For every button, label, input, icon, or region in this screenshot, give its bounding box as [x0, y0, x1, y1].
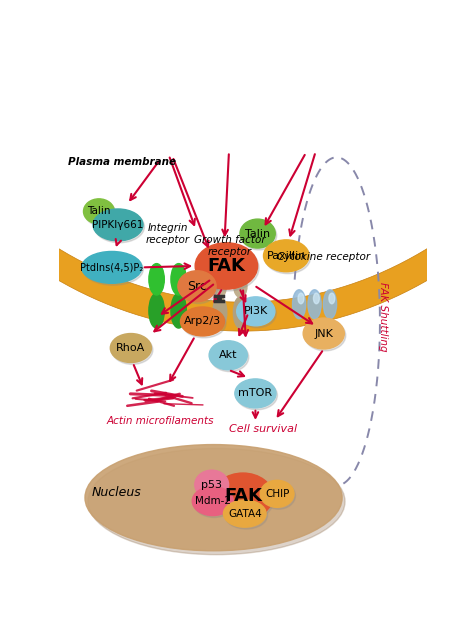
Text: GATA4: GATA4 [228, 508, 262, 519]
Text: CHIP: CHIP [265, 489, 289, 499]
Text: Cytokine receptor: Cytokine receptor [277, 252, 370, 261]
Text: FAK: FAK [208, 257, 246, 275]
Ellipse shape [292, 290, 306, 319]
Ellipse shape [181, 307, 225, 336]
Text: Arp2/3: Arp2/3 [184, 317, 221, 327]
Ellipse shape [262, 482, 295, 509]
Text: Src: Src [187, 280, 207, 293]
Ellipse shape [149, 263, 164, 295]
Ellipse shape [237, 381, 277, 410]
Ellipse shape [234, 276, 247, 297]
Text: Paxillin: Paxillin [266, 251, 306, 261]
Ellipse shape [197, 245, 259, 291]
Ellipse shape [260, 480, 294, 507]
Ellipse shape [213, 473, 273, 519]
Ellipse shape [112, 335, 153, 364]
Text: RhoA: RhoA [116, 343, 146, 353]
Text: Cell survival: Cell survival [229, 424, 298, 434]
Ellipse shape [305, 320, 346, 351]
Text: Actin microfilaments: Actin microfilaments [107, 416, 214, 426]
Ellipse shape [210, 343, 249, 372]
Text: PtdIns(4,5)P₂: PtdIns(4,5)P₂ [80, 262, 144, 272]
Text: p53: p53 [201, 480, 222, 490]
Ellipse shape [329, 293, 335, 303]
Text: PI3K: PI3K [244, 307, 268, 317]
Ellipse shape [178, 271, 216, 302]
Ellipse shape [213, 297, 227, 328]
Ellipse shape [195, 243, 258, 289]
Ellipse shape [171, 263, 186, 295]
Ellipse shape [196, 472, 230, 501]
Ellipse shape [83, 199, 114, 224]
Ellipse shape [225, 502, 267, 529]
Text: Nucleus: Nucleus [91, 487, 141, 499]
Text: JNK: JNK [314, 329, 333, 339]
Ellipse shape [182, 309, 226, 338]
Ellipse shape [237, 297, 275, 326]
Ellipse shape [195, 470, 228, 499]
Ellipse shape [171, 293, 186, 328]
Ellipse shape [214, 475, 274, 521]
Ellipse shape [83, 253, 143, 285]
Ellipse shape [265, 242, 310, 273]
Ellipse shape [213, 276, 227, 297]
Ellipse shape [233, 297, 247, 328]
Text: Plasma membrane: Plasma membrane [68, 157, 176, 167]
Ellipse shape [313, 293, 319, 303]
Polygon shape [0, 0, 474, 331]
Ellipse shape [85, 445, 342, 551]
Text: Akt: Akt [219, 350, 237, 361]
Text: FAK: FAK [224, 487, 262, 505]
Text: Integrin
receptor: Integrin receptor [146, 223, 190, 246]
Ellipse shape [303, 318, 344, 349]
Ellipse shape [240, 219, 275, 248]
Ellipse shape [192, 487, 233, 515]
Ellipse shape [93, 209, 143, 241]
Ellipse shape [88, 448, 345, 555]
Ellipse shape [298, 293, 304, 303]
Ellipse shape [149, 293, 164, 328]
Ellipse shape [235, 379, 276, 408]
Ellipse shape [94, 211, 145, 243]
Ellipse shape [194, 488, 235, 517]
Text: Talin: Talin [87, 206, 110, 216]
Ellipse shape [264, 240, 309, 271]
Ellipse shape [209, 341, 247, 370]
Ellipse shape [179, 273, 218, 303]
Text: PIPKIγ661: PIPKIγ661 [92, 220, 144, 230]
Text: Growth factor
receptor: Growth factor receptor [194, 235, 266, 258]
Ellipse shape [110, 334, 152, 362]
Ellipse shape [82, 251, 142, 283]
Text: FAK Shuttling: FAK Shuttling [377, 282, 388, 352]
Text: Talin: Talin [245, 229, 270, 239]
Text: mTOR: mTOR [238, 388, 273, 398]
Ellipse shape [323, 290, 337, 319]
Ellipse shape [85, 201, 116, 226]
Ellipse shape [238, 299, 276, 328]
Ellipse shape [308, 290, 321, 319]
Ellipse shape [241, 221, 277, 250]
Text: Mdm-2: Mdm-2 [195, 496, 231, 506]
Ellipse shape [223, 500, 266, 527]
